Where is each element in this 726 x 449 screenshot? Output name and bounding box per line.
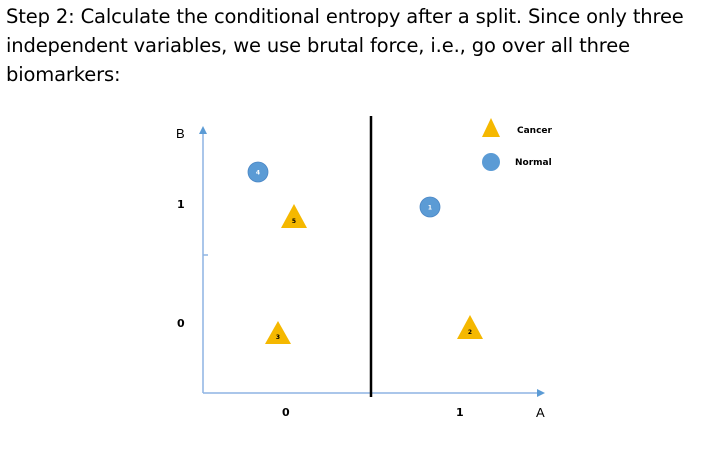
x-axis-arrow-icon — [537, 389, 545, 397]
point-id: 1 — [428, 205, 432, 212]
instruction-line-2: independent variables, we use brutal for… — [6, 34, 630, 57]
cancer-triangle-icon — [265, 321, 291, 344]
instruction-line-1: Step 2: Calculate the conditional entrop… — [6, 5, 684, 28]
cancer-triangle-icon — [281, 204, 307, 228]
normal-circle-icon — [419, 196, 441, 218]
x-tick-1: 1 — [456, 406, 464, 419]
instruction-text: Step 2: Calculate the conditional entrop… — [6, 2, 718, 89]
point-id: 3 — [276, 334, 280, 341]
legend-cancer-label: Cancer — [517, 126, 553, 136]
normal-circle-icon — [247, 161, 269, 183]
point-1-normal: 1 — [419, 196, 441, 218]
y-tick-0: 0 — [177, 317, 185, 330]
x-tick-0: 0 — [282, 406, 290, 419]
legend-cancer-triangle-icon — [482, 118, 500, 137]
legend: Cancer Normal — [482, 118, 553, 171]
y-axis-arrow-icon — [199, 126, 207, 134]
point-2-cancer: 2 — [457, 315, 483, 339]
data-points: 4 5 1 3 2 — [247, 161, 483, 344]
point-id: 4 — [256, 170, 260, 177]
y-tick-1: 1 — [177, 198, 185, 211]
point-4-normal: 4 — [247, 161, 269, 183]
y-axis-label: B — [176, 126, 185, 141]
point-id: 5 — [292, 218, 296, 225]
point-3-cancer: 3 — [265, 321, 291, 344]
legend-normal-circle-icon — [482, 153, 500, 171]
x-axis-label: A — [536, 405, 545, 420]
instruction-line-3: biomarkers: — [6, 63, 121, 86]
point-id: 2 — [468, 329, 472, 336]
legend-normal-label: Normal — [515, 158, 552, 168]
point-5-cancer: 5 — [281, 204, 307, 228]
cancer-triangle-icon — [457, 315, 483, 339]
